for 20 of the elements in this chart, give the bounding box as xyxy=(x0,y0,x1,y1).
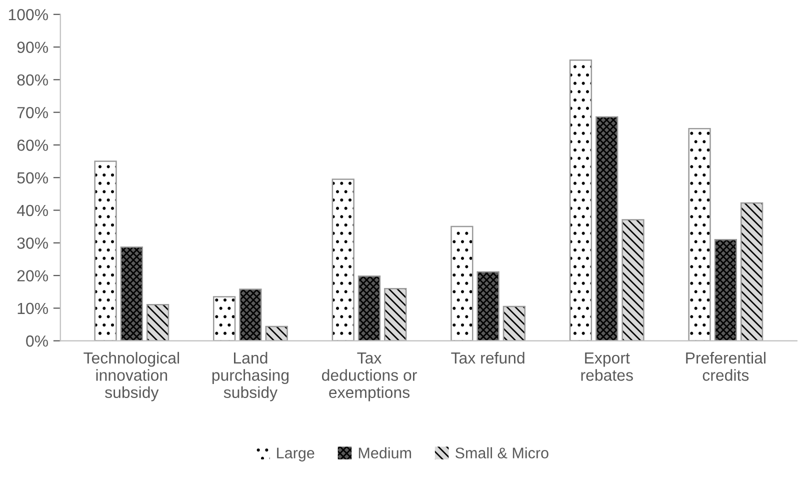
y-tick-label: 0% xyxy=(26,335,48,347)
y-tick-label: 90% xyxy=(17,42,48,53)
x-tick-label: Tax deductions or exemptions xyxy=(322,352,417,402)
x-tick-label: Land purchasing subsidy xyxy=(212,352,288,402)
y-tick-label: 60% xyxy=(17,140,48,151)
y-tick-label: 80% xyxy=(17,74,48,86)
y-tick-label: 30% xyxy=(17,238,48,249)
y-tick-label: 50% xyxy=(17,172,48,184)
y-tick-label: 10% xyxy=(18,302,48,314)
x-tick-label: Tax refund xyxy=(451,352,524,364)
legend-label: Large xyxy=(277,448,314,462)
x-tick-label: Export rebates xyxy=(581,352,633,381)
y-tick-label: 70% xyxy=(17,106,48,118)
x-tick-label: Technological innovation subsidy xyxy=(84,352,179,402)
y-tick-label: 40% xyxy=(16,204,48,216)
y-tick-label: 20% xyxy=(17,270,48,282)
x-tick-label: Preferential credits xyxy=(686,352,766,381)
y-tick-label: 100% xyxy=(8,9,48,20)
legend-label: Small & Micro xyxy=(455,447,548,458)
legend-label: Medium xyxy=(358,447,412,458)
